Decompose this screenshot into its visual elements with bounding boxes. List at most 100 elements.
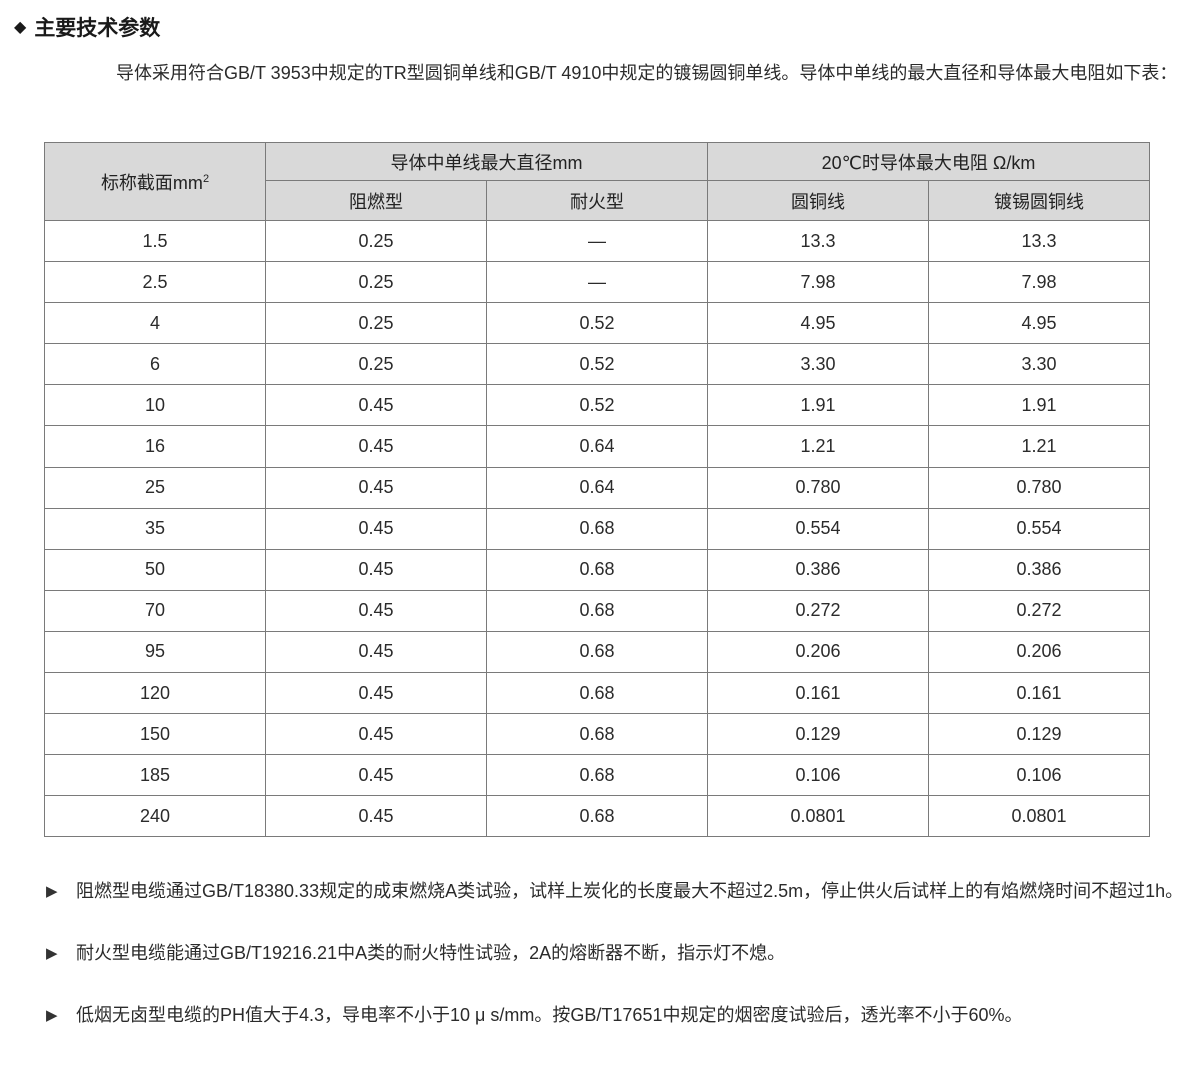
table-cell: 120 <box>44 672 266 715</box>
note-item: ▶ 耐火型电缆能通过GB/T19216.21中A类的耐火特性试验，2A的熔断器不断… <box>44 938 1189 969</box>
table-cell: 0.106 <box>707 754 929 797</box>
table-row: 16 0.45 0.64 1.21 1.21 <box>44 425 1150 468</box>
table-cell: 0.554 <box>928 507 1150 550</box>
table-cell: 0.68 <box>486 630 708 674</box>
triangle-bullet-icon: ▶ <box>46 945 58 962</box>
table-row: 2.5 0.25—7.98 7.98 <box>44 261 1150 304</box>
table-cell: 70 <box>44 589 266 632</box>
header-cross-section: 标称截面mm2 <box>44 142 266 221</box>
table-row: 1.5 0.25—13.3 13.3 <box>44 219 1150 263</box>
table-cell: 6 <box>44 343 266 386</box>
table-cell: 0.45 <box>265 507 487 550</box>
table-cell: 0.106 <box>928 754 1150 797</box>
table-cell: 0.45 <box>265 630 487 674</box>
table-cell: 0.272 <box>707 589 929 632</box>
table-cell: 185 <box>44 754 266 797</box>
table-cell: 16 <box>44 425 266 468</box>
table-cell: 0.554 <box>707 507 929 550</box>
table-cell: 0.68 <box>486 589 708 632</box>
note-text: 低烟无卤型电缆的PH值大于4.3，导电率不小于10 μ s/mm。按GB/T17… <box>76 1005 1023 1025</box>
table-row: 10 0.45 0.52 1.91 1.91 <box>44 384 1150 427</box>
table-cell: 35 <box>44 507 266 550</box>
table-cell: 150 <box>44 713 266 756</box>
table-cell: 2.5 <box>44 261 266 304</box>
table-cell: 3.30 <box>928 343 1150 386</box>
table-cell: 0.161 <box>928 672 1150 715</box>
table-cell: 95 <box>44 630 266 674</box>
table-cell: 0.25 <box>265 261 487 304</box>
table-cell: 0.68 <box>486 713 708 756</box>
table-row: 50 0.45 0.68 0.386 0.386 <box>44 548 1150 591</box>
note-text: 耐火型电缆能通过GB/T19216.21中A类的耐火特性试验，2A的熔断器不断，… <box>76 943 786 963</box>
table-row: 6 0.25 0.52 3.30 3.30 <box>44 343 1150 386</box>
header-copper: 圆铜线 <box>707 180 929 221</box>
table-row: 95 0.45 0.68 0.206 0.206 <box>44 630 1150 674</box>
triangle-bullet-icon: ▶ <box>46 883 58 900</box>
table-cell: 0.45 <box>265 713 487 756</box>
spec-table: 标称截面mm2 导体中单线最大直径mm 20℃时导体最大电阻 Ω/km 阻燃型 … <box>44 142 1150 838</box>
table-cell: 0.45 <box>265 795 487 838</box>
table-cell: 13.3 <box>928 219 1150 263</box>
table-cell: 4 <box>44 302 266 345</box>
table-cell: 0.45 <box>265 466 487 509</box>
table-cell: 13.3 <box>707 219 929 263</box>
header-fire-resistant: 耐火型 <box>486 180 708 221</box>
header-tinned-copper: 镀锡圆铜线 <box>928 180 1150 221</box>
table-cell: 0.780 <box>928 466 1150 509</box>
table-row: 70 0.45 0.68 0.272 0.272 <box>44 589 1150 632</box>
table-cell: 1.5 <box>44 219 266 263</box>
table-cell: 0.52 <box>486 384 708 427</box>
table-row: 35 0.45 0.68 0.554 0.554 <box>44 507 1150 550</box>
table-cell: 0.68 <box>486 548 708 591</box>
header-max-diameter: 导体中单线最大直径mm <box>265 142 708 181</box>
intro-paragraph: 导体采用符合GB/T 3953中规定的TR型圆铜单线和GB/T 4910中规定的… <box>116 63 1178 83</box>
table-cell: 0.45 <box>265 589 487 632</box>
note-text: 阻燃型电缆通过GB/T18380.33规定的成束燃烧A类试验，试样上炭化的长度最… <box>76 881 1184 901</box>
diamond-bullet-icon: ◆ <box>14 19 27 36</box>
table-cell: 0.64 <box>486 466 708 509</box>
table-cell: 0.129 <box>928 713 1150 756</box>
table-cell: 0.25 <box>265 219 487 263</box>
table-cell: 0.45 <box>265 384 487 427</box>
table-cell: — <box>486 261 708 304</box>
table-row: 25 0.45 0.64 0.780 0.780 <box>44 466 1150 509</box>
header-max-resistance: 20℃时导体最大电阻 Ω/km <box>707 142 1150 181</box>
table-cell: 240 <box>44 795 266 838</box>
table-cell: 0.272 <box>928 589 1150 632</box>
header-flame-retardant: 阻燃型 <box>265 180 487 221</box>
table-cell: 1.91 <box>707 384 929 427</box>
table-cell: 0.68 <box>486 507 708 550</box>
table-cell: 0.129 <box>707 713 929 756</box>
table-cell: 0.206 <box>707 630 929 674</box>
note-item: ▶ 低烟无卤型电缆的PH值大于4.3，导电率不小于10 μ s/mm。按GB/T1… <box>44 1000 1189 1031</box>
table-cell: 0.45 <box>265 425 487 468</box>
section-title: ◆ 主要技术参数 <box>14 12 160 42</box>
table-cell: 0.52 <box>486 343 708 386</box>
note-item: ▶ 阻燃型电缆通过GB/T18380.33规定的成束燃烧A类试验，试样上炭化的长度… <box>44 876 1189 907</box>
table-cell: 7.98 <box>928 261 1150 304</box>
table-row: 185 0.45 0.68 0.106 0.106 <box>44 754 1150 797</box>
table-cell: 7.98 <box>707 261 929 304</box>
table-cell: 0.386 <box>928 548 1150 591</box>
table-cell: 1.21 <box>707 425 929 468</box>
table-cell: 0.25 <box>265 302 487 345</box>
table-cell: 0.68 <box>486 754 708 797</box>
table-cell: 0.45 <box>265 548 487 591</box>
table-cell: 0.161 <box>707 672 929 715</box>
table-cell: 0.68 <box>486 672 708 715</box>
table-cell: — <box>486 219 708 263</box>
table-row: 4 0.25 0.52 4.95 4.95 <box>44 302 1150 345</box>
table-cell: 0.780 <box>707 466 929 509</box>
table-cell: 0.45 <box>265 672 487 715</box>
table-cell: 1.21 <box>928 425 1150 468</box>
section-title-text: 主要技术参数 <box>34 17 161 40</box>
table-row: 240 0.45 0.68 0.0801 0.0801 <box>44 795 1150 838</box>
table-cell: 0.25 <box>265 343 487 386</box>
notes-list: ▶ 阻燃型电缆通过GB/T18380.33规定的成束燃烧A类试验，试样上炭化的长度… <box>44 876 1189 1062</box>
table-row: 120 0.45 0.68 0.161 0.161 <box>44 672 1150 715</box>
table-cell: 25 <box>44 466 266 509</box>
table-cell: 0.0801 <box>707 795 929 838</box>
table-cell: 0.52 <box>486 302 708 345</box>
table-cell: 0.68 <box>486 795 708 838</box>
table-cell: 0.386 <box>707 548 929 591</box>
